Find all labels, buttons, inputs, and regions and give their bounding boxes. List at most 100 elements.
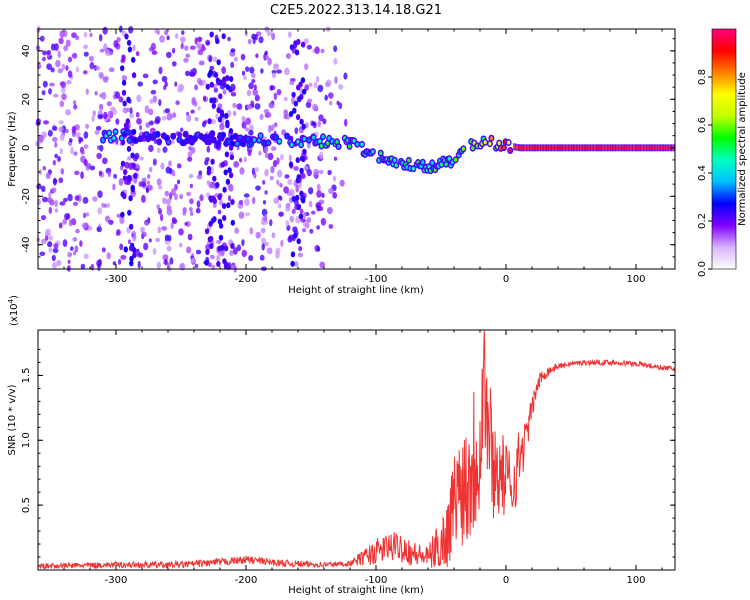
- spectrogram-cell: [63, 30, 68, 37]
- spectrogram-cell: [114, 91, 121, 99]
- spectrogram-cell: [102, 157, 108, 165]
- spectrogram-cell: [104, 49, 111, 56]
- spectrogram-cell: [121, 89, 127, 96]
- spectrogram-cell: [243, 193, 250, 198]
- spectrogram-cell: [223, 263, 229, 270]
- spectrogram-cell: [605, 146, 607, 150]
- spectrogram-cell: [248, 129, 254, 136]
- spectrogram-cell: [232, 110, 237, 117]
- spectrogram-cell: [83, 51, 89, 57]
- spectrogram-cell: [186, 246, 192, 254]
- spectrogram-x-label: Height of straight line (km): [288, 285, 424, 296]
- spectrogram-cell: [195, 249, 202, 255]
- spectrogram-cell: [291, 195, 297, 202]
- spectrogram-cell: [112, 108, 117, 115]
- spectrogram-cell: [241, 249, 248, 258]
- spectrogram-cell: [649, 146, 651, 150]
- spectrogram-cell: [261, 243, 265, 251]
- spectrogram-cell: [236, 244, 242, 252]
- spectrogram-cell: [514, 145, 517, 149]
- spectrogram-cell: [174, 183, 178, 191]
- spectrogram-cell: [113, 40, 119, 48]
- spectrogram-cell: [99, 103, 104, 111]
- spectrogram-cell: [129, 260, 134, 267]
- spectrogram-cell: [318, 170, 324, 174]
- spectrogram-cell: [49, 82, 55, 87]
- spectrogram-cell: [106, 101, 113, 107]
- spectrogram-cell: [106, 203, 111, 208]
- spectrogram-cell: [316, 246, 321, 252]
- spectrogram-cell: [586, 146, 588, 150]
- spectrogram-cell: [653, 146, 656, 150]
- spectrogram-cell: [156, 178, 162, 187]
- spectrogram-cell: [544, 146, 546, 150]
- spectrogram-cell: [210, 158, 215, 165]
- spectrogram-cell: [585, 146, 587, 150]
- spectrogram-cell: [207, 262, 212, 268]
- spectrogram-cell: [172, 112, 177, 118]
- spectrogram-cell: [312, 135, 316, 140]
- spectrogram-cell: [83, 44, 88, 50]
- spectrogram-cell: [150, 89, 157, 95]
- spectrogram-cell: [115, 118, 120, 125]
- spectrogram-cell: [290, 251, 296, 258]
- spectrogram-cell: [172, 47, 176, 54]
- spectrogram-cell: [243, 75, 247, 81]
- spectrogram-cell: [206, 165, 212, 172]
- spectrogram-cell: [471, 146, 475, 151]
- spectrogram-cell: [125, 180, 131, 185]
- spectrogram-cell: [276, 179, 280, 186]
- spectrogram-cell: [300, 218, 306, 223]
- spectrogram-cell: [184, 132, 188, 137]
- spectrogram-cell: [139, 124, 142, 131]
- spectrogram-cell: [218, 79, 223, 86]
- spectrogram-cell: [230, 141, 235, 146]
- colorbar-tick-label: 0.0: [697, 261, 708, 277]
- spectrogram-cell: [316, 225, 320, 230]
- spectrogram-cell: [94, 91, 98, 96]
- spectrogram-cell: [216, 254, 221, 262]
- spectrogram-cell: [530, 146, 532, 150]
- spectrogram-cell: [132, 234, 137, 242]
- spectrogram-cell: [216, 141, 220, 146]
- spectrogram-cell: [306, 168, 312, 177]
- spectrogram-cell: [96, 226, 102, 233]
- spectrogram-cell: [218, 93, 223, 100]
- spectrogram-y-label: Frequency (Hz): [7, 111, 18, 187]
- spectrogram-cell: [157, 139, 161, 144]
- spectrogram-cell: [334, 76, 338, 84]
- spectrogram-cell: [347, 144, 352, 149]
- spectrogram-cell: [270, 165, 275, 174]
- spectrogram-cell: [139, 156, 144, 161]
- spectrogram-cell: [122, 193, 127, 200]
- spectrogram-cell: [136, 118, 142, 125]
- spectrogram-cell: [67, 259, 71, 264]
- spectrogram-cell: [204, 228, 210, 235]
- spectrogram-cell: [72, 237, 78, 242]
- spectrogram-cell: [246, 89, 252, 97]
- spectrogram-cell: [155, 237, 161, 243]
- spectrogram-cell: [194, 117, 199, 122]
- y-tick-label: -20: [21, 188, 32, 204]
- spectrogram-cell: [123, 246, 128, 253]
- spectrogram-cell: [196, 200, 201, 208]
- x-tick-label: -300: [105, 274, 128, 285]
- spectrogram-cell: [319, 151, 324, 160]
- spectrogram-cell: [43, 120, 49, 125]
- spectrogram-cell: [659, 146, 662, 150]
- spectrogram-cell: [219, 123, 225, 131]
- spectrogram-cell: [244, 198, 250, 207]
- spectrogram-cell: [639, 146, 641, 150]
- spectrogram-cell: [143, 242, 149, 251]
- spectrogram-cell: [238, 211, 245, 219]
- spectrogram-cell: [194, 263, 199, 268]
- spectrogram-cell: [213, 87, 218, 93]
- spectrogram-cell: [112, 136, 116, 141]
- spectrogram-cell: [617, 146, 620, 150]
- spectrogram-cell: [207, 139, 211, 144]
- spectrogram-cell: [301, 197, 306, 204]
- spectrogram-cell: [252, 196, 256, 205]
- snr-frame: [37, 329, 676, 571]
- spectrogram-cell: [332, 192, 338, 199]
- spectrogram-cell: [244, 127, 250, 132]
